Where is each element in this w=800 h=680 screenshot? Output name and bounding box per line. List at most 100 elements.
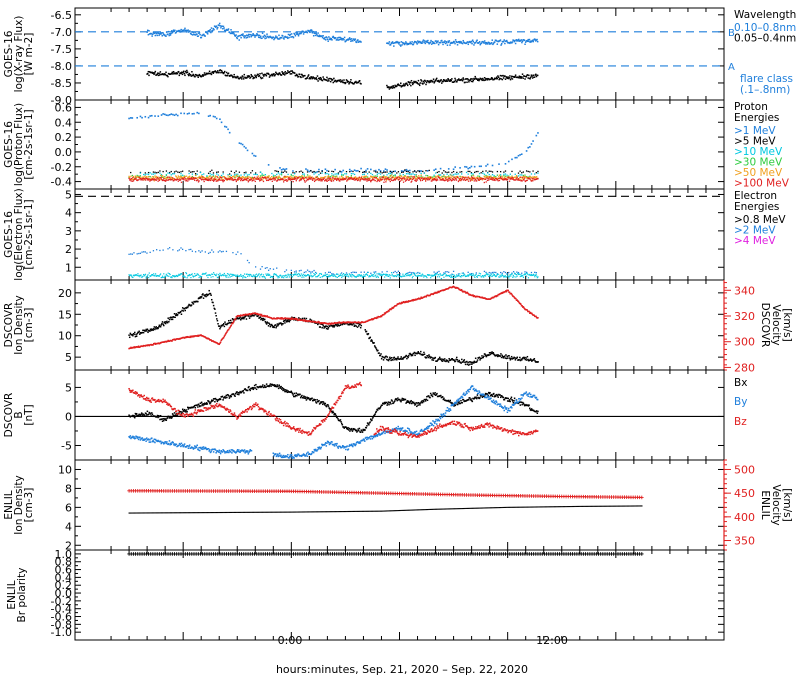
data-point — [322, 323, 324, 326]
data-point — [496, 273, 499, 276]
data-point — [185, 273, 188, 275]
data-point — [275, 35, 277, 37]
data-point — [448, 179, 450, 182]
data-point — [172, 173, 174, 175]
data-point — [245, 147, 247, 149]
data-point — [271, 180, 273, 182]
data-point — [389, 86, 391, 88]
data-point — [441, 172, 443, 174]
data-point — [482, 275, 484, 277]
data-point — [448, 357, 450, 360]
data-point — [215, 117, 218, 120]
data-point — [427, 39, 429, 42]
data-point — [447, 41, 450, 44]
data-point — [180, 178, 182, 181]
data-point — [508, 277, 510, 279]
data-point — [355, 276, 357, 278]
data-point — [285, 171, 288, 173]
data-point — [518, 75, 521, 77]
data-point — [269, 178, 271, 180]
data-point — [447, 168, 450, 170]
data-point — [452, 270, 455, 273]
data-point — [337, 173, 340, 175]
data-point — [309, 31, 311, 34]
data-point — [460, 179, 462, 182]
data-point — [473, 275, 475, 277]
data-point — [338, 80, 341, 82]
data-point — [526, 355, 529, 358]
data-point — [511, 75, 513, 78]
data-point — [519, 154, 521, 156]
data-point — [377, 349, 379, 352]
data-point — [511, 175, 513, 178]
data-point — [259, 175, 262, 177]
data-point — [465, 171, 468, 174]
data-point — [336, 179, 338, 181]
data-point — [169, 316, 172, 319]
data-point — [211, 71, 214, 73]
data-point — [276, 275, 278, 277]
data-point — [442, 273, 444, 276]
data-point — [327, 276, 329, 278]
data-point — [215, 175, 217, 178]
data-point — [158, 178, 160, 180]
data-point — [325, 79, 328, 81]
data-point — [153, 180, 155, 182]
data-point — [471, 178, 473, 180]
data-point — [377, 276, 379, 278]
data-point — [298, 171, 301, 173]
data-point — [197, 300, 199, 303]
data-point — [319, 78, 321, 81]
data-point — [507, 160, 510, 163]
data-point — [503, 355, 506, 357]
data-point — [168, 179, 170, 181]
data-point — [141, 178, 143, 180]
data-point — [407, 170, 409, 172]
data-point — [228, 274, 231, 276]
data-point — [345, 322, 347, 325]
data-point — [129, 347, 132, 349]
data-point — [336, 273, 338, 275]
data-point — [416, 43, 418, 45]
data-point — [400, 86, 403, 88]
data-point — [454, 275, 456, 277]
data-point — [339, 273, 342, 275]
right-ylabel-line: [km/s] — [781, 308, 793, 342]
data-point — [257, 315, 259, 317]
data-point — [485, 170, 487, 172]
data-point — [483, 355, 485, 358]
data-point — [332, 175, 335, 178]
data-point — [425, 275, 427, 277]
data-point — [469, 273, 471, 275]
data-point — [447, 79, 450, 81]
data-point — [475, 178, 477, 180]
data-point — [394, 84, 396, 87]
data-point — [229, 276, 231, 278]
data-point — [149, 275, 152, 277]
data-point — [495, 76, 498, 79]
data-point — [254, 74, 256, 76]
data-point — [190, 336, 192, 339]
data-point — [326, 36, 328, 39]
data-point — [256, 74, 258, 77]
data-point — [502, 357, 505, 359]
data-point — [295, 272, 297, 274]
data-point — [507, 275, 509, 278]
data-point — [228, 273, 230, 275]
data-point — [267, 325, 270, 327]
data-point — [336, 175, 338, 177]
data-point — [318, 77, 321, 79]
data-point — [484, 79, 487, 81]
data-point — [147, 274, 149, 276]
data-point — [239, 275, 241, 277]
data-point — [437, 175, 439, 177]
data-point — [452, 174, 455, 176]
data-point — [157, 326, 160, 328]
data-point — [184, 74, 186, 77]
data-point — [343, 272, 345, 275]
data-point — [148, 272, 150, 274]
data-point — [279, 274, 282, 276]
data-point — [385, 179, 388, 181]
data-point — [313, 274, 316, 276]
data-point — [383, 177, 386, 179]
